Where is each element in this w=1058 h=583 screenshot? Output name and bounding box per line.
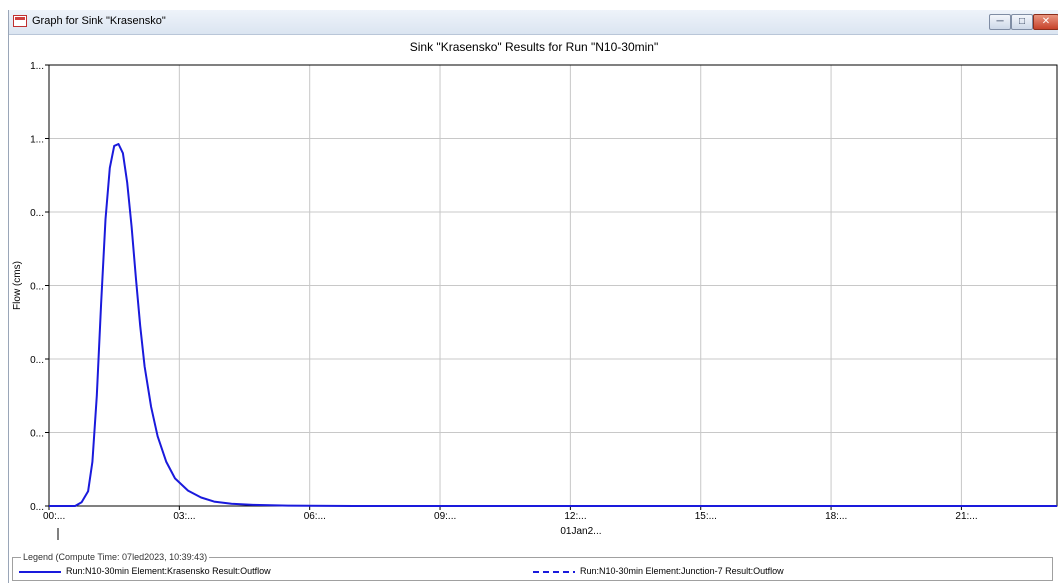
chart-title: Sink "Krasensko" Results for Run "N10-30…: [409, 40, 659, 54]
window-title: Graph for Sink "Krasensko": [32, 15, 166, 27]
legend-label-krasensko: Run:N10-30min Element:Krasensko Result:O…: [66, 566, 271, 576]
title-bar[interactable]: Graph for Sink "Krasensko" ─ □ ✕: [9, 10, 1058, 35]
graph-area[interactable]: Sink "Krasensko" Results for Run "N10-30…: [9, 35, 1058, 556]
x-tick-label: 15:...: [695, 511, 717, 522]
y-tick-label: 0...: [30, 282, 44, 293]
graph-window-icon: [13, 15, 27, 27]
x-tick-label: 06:...: [304, 511, 326, 522]
legend-line-solid: [19, 570, 61, 573]
y-tick-label: 0...: [30, 355, 44, 366]
y-tick-label: 0...: [30, 429, 44, 440]
legend-item-krasensko: Run:N10-30min Element:Krasensko Result:O…: [19, 566, 271, 576]
legend-box: Legend (Compute Time: 07led2023, 10:39:4…: [12, 552, 1053, 581]
minimize-button[interactable]: ─: [989, 14, 1011, 30]
y-tick-label: 0...: [30, 502, 44, 513]
legend-item-junction-7: Run:N10-30min Element:Junction-7 Result:…: [533, 566, 784, 576]
y-tick-label: 1...: [30, 135, 44, 146]
x-tick-label: 21:...: [955, 511, 977, 522]
close-button[interactable]: ✕: [1033, 14, 1058, 30]
legend-panel: Legend (Compute Time: 07led2023, 10:39:4…: [9, 552, 1058, 583]
y-tick-label: 0...: [30, 208, 44, 219]
y-tick-label: 1...: [30, 61, 44, 72]
legend-line-dashed: [533, 570, 575, 573]
x-axis-label: 01Jan2...: [560, 526, 601, 537]
x-tick-label: 00:...: [43, 511, 65, 522]
y-axis-label: Flow (cms): [12, 261, 23, 310]
x-tick-label: 09:...: [434, 511, 456, 522]
x-tick-label: 12:...: [564, 511, 586, 522]
maximize-button[interactable]: □: [1011, 14, 1033, 30]
x-tick-label: 03:...: [173, 511, 195, 522]
graph-window: Graph for Sink "Krasensko" ─ □ ✕ Sink "K…: [8, 10, 1058, 583]
x-tick-label: 18:...: [825, 511, 847, 522]
series-line-krasensko: [49, 143, 1057, 507]
legend-label-junction-7: Run:N10-30min Element:Junction-7 Result:…: [580, 566, 784, 576]
flow-chart: 00:... 03:... 06:... 09:... 12:... 15:... 18:.…: [12, 61, 1058, 540]
legend-caption: Legend (Compute Time: 07led2023, 10:39:4…: [21, 552, 210, 562]
